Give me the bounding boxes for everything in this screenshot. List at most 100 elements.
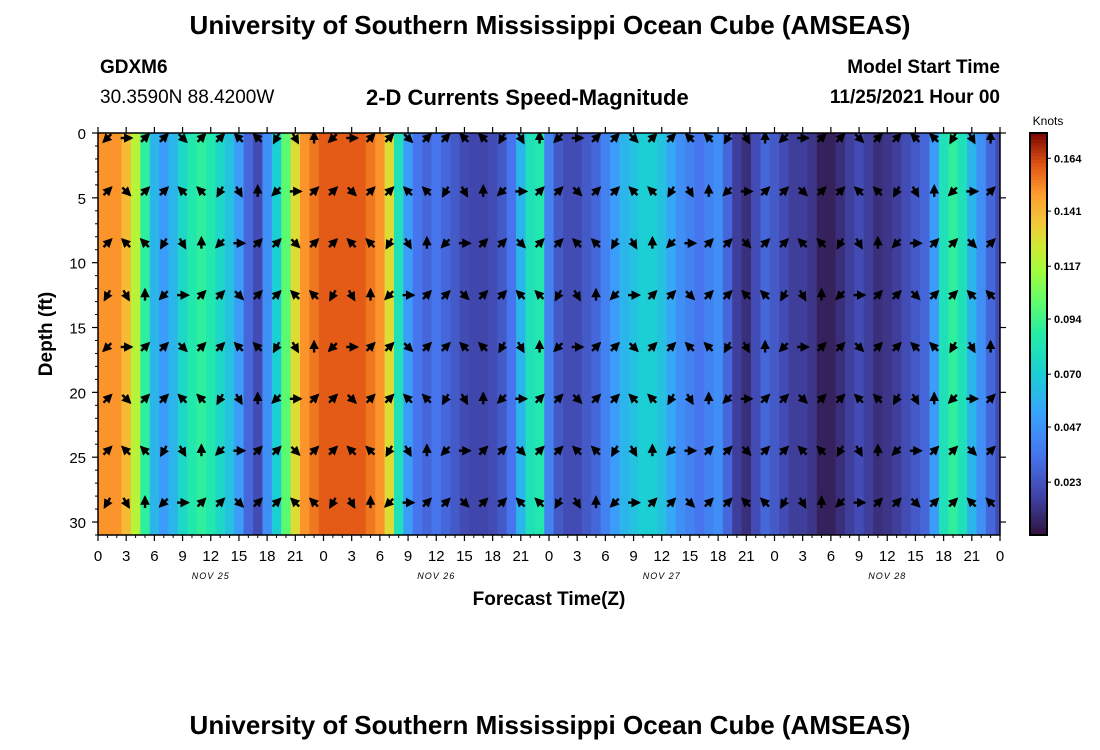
colorbar-band	[1030, 347, 1047, 352]
speed-cell-h37	[440, 133, 451, 535]
current-arrow	[290, 445, 301, 456]
current-arrow	[553, 186, 564, 197]
current-arrow	[478, 237, 489, 249]
colorbar-band	[1030, 263, 1047, 268]
colorbar-band	[1030, 457, 1047, 462]
colorbar-band	[1030, 163, 1047, 168]
current-arrow	[797, 445, 808, 456]
colorbar-band	[1030, 230, 1047, 235]
colorbar-band	[1030, 498, 1047, 503]
current-arrow	[121, 186, 132, 197]
speed-cell-h86	[901, 133, 912, 535]
current-arrow	[571, 497, 581, 509]
x-tick-label: 3	[573, 548, 581, 565]
current-arrow	[853, 393, 865, 404]
x-tick-label: 21	[738, 548, 755, 565]
current-arrow	[120, 445, 132, 456]
current-arrow	[684, 341, 695, 352]
y-tick-label: 5	[78, 191, 86, 208]
current-arrow	[272, 341, 282, 354]
current-arrow	[402, 186, 414, 197]
current-arrow	[309, 393, 320, 404]
x-tick-label: 18	[259, 548, 276, 565]
current-arrow	[797, 186, 808, 197]
current-arrow	[140, 341, 151, 352]
current-arrow	[365, 341, 376, 352]
current-arrow	[647, 289, 658, 301]
current-arrow	[402, 445, 412, 458]
current-arrow	[384, 341, 395, 352]
speed-cell-h92	[957, 133, 968, 535]
colorbar-band	[1030, 203, 1047, 208]
current-arrow	[816, 237, 827, 249]
speed-cell-h72	[769, 133, 780, 535]
current-arrow	[703, 289, 714, 301]
current-arrow	[780, 497, 790, 509]
speed-cell-h11	[196, 133, 207, 535]
current-arrow	[891, 497, 902, 508]
speed-cell-h26	[337, 133, 348, 535]
colorbar-band	[1030, 283, 1047, 288]
speed-cell-h2	[112, 133, 123, 535]
x-tick-label: 15	[907, 548, 924, 565]
speed-cell-h63	[685, 133, 696, 535]
colorbar-band	[1030, 404, 1047, 409]
current-arrow	[966, 289, 977, 301]
current-arrow	[309, 186, 320, 197]
current-arrow	[346, 237, 357, 249]
current-arrow	[309, 445, 320, 456]
current-arrow	[233, 133, 244, 143]
current-arrow	[329, 289, 339, 302]
y-axis-label: Depth (ft)	[36, 292, 57, 376]
current-arrow	[271, 237, 282, 249]
current-arrow	[741, 497, 752, 508]
colorbar-band	[1030, 518, 1047, 523]
speed-cell-h68	[732, 133, 743, 535]
current-arrow	[872, 393, 883, 404]
colorbar-band	[1030, 491, 1047, 496]
current-arrow	[797, 497, 807, 509]
current-arrow	[102, 237, 113, 249]
speed-cell-h4	[130, 133, 141, 535]
colorbar-band	[1030, 270, 1047, 275]
colorbar-band	[1030, 531, 1047, 536]
speed-cell-h3	[121, 133, 132, 535]
current-arrow	[929, 237, 940, 249]
current-arrow	[102, 445, 113, 456]
x-tick-label: 9	[855, 548, 863, 565]
colorbar-band	[1030, 196, 1047, 201]
speed-cell-h25	[328, 133, 339, 535]
x-tick-label: 6	[150, 548, 158, 565]
current-vectors	[102, 133, 996, 509]
current-arrow	[928, 341, 940, 352]
current-arrow	[836, 445, 846, 458]
x-tick-label: 9	[178, 548, 186, 565]
current-arrow	[496, 186, 507, 197]
current-arrow	[440, 238, 451, 249]
colorbar-band	[1030, 340, 1047, 345]
colorbar-tick-label: 0.164	[1054, 153, 1082, 165]
current-arrow	[572, 186, 583, 197]
current-arrow	[553, 342, 564, 353]
current-arrow	[215, 133, 226, 143]
speed-cell-h15	[234, 133, 245, 535]
x-tick-label: 18	[935, 548, 952, 565]
colorbar-band	[1030, 528, 1047, 533]
colorbar-band	[1030, 357, 1047, 362]
current-arrow	[741, 341, 751, 354]
colorbar-band	[1030, 390, 1047, 395]
colorbar-band	[1030, 370, 1047, 375]
current-arrow	[891, 238, 902, 249]
current-arrow	[609, 186, 621, 197]
colorbar-tick-label: 0.094	[1054, 314, 1082, 326]
current-arrow	[910, 185, 920, 198]
colorbar-band	[1030, 501, 1047, 506]
colorbar-band	[1030, 310, 1047, 315]
current-arrow	[872, 341, 884, 352]
current-arrow	[571, 445, 583, 456]
current-arrow	[872, 289, 884, 301]
speed-cell-h35	[422, 133, 433, 535]
speed-cell-h61	[666, 133, 677, 535]
current-arrow	[478, 445, 489, 456]
